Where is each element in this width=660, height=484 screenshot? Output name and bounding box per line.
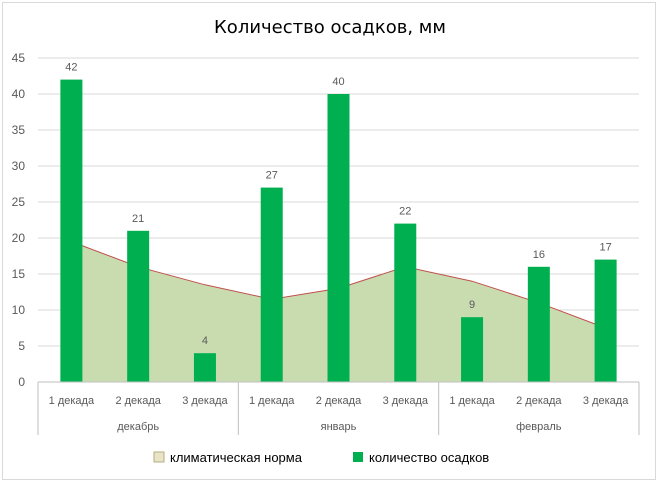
x-tick-label: 2 декада [115,395,161,407]
legend-swatch-precip [353,452,363,462]
legend: климатическая норма количество осадков [153,450,489,465]
legend-label-precip: количество осадков [369,450,489,465]
data-label: 40 [332,76,344,88]
x-axis: 1 декада 2 декада 3 декада 1 декада 2 декада… [37,381,640,435]
bar [461,317,484,382]
x-tick-label: 3 декада [383,395,429,407]
data-label: 17 [599,242,611,254]
y-tick-label: 25 [12,195,26,209]
bar [127,230,150,382]
group-label: январь [321,421,357,433]
y-tick-label: 45 [12,51,26,65]
x-tick-label: 2 декада [516,395,562,407]
bar [260,187,283,382]
y-tick-label: 5 [18,339,25,353]
data-label: 21 [132,213,144,225]
y-tick-label: 40 [12,87,26,101]
data-label: 9 [469,299,475,311]
bar [193,353,216,382]
x-tick-label: 3 декада [182,395,228,407]
x-tick-label: 1 декада [249,395,295,407]
group-label: февраль [516,421,562,433]
bar [594,259,617,382]
y-tick-label: 0 [18,375,25,389]
y-tick-label: 35 [12,123,26,137]
y-tick-label: 15 [12,267,26,281]
data-label: 42 [65,62,77,74]
data-label: 16 [533,249,545,261]
bars: 42 21 4 27 40 22 9 16 17 [60,62,617,382]
bar [327,94,350,382]
x-tick-label: 3 декада [583,395,629,407]
x-tick-label: 1 декада [449,395,495,407]
y-tick-label: 10 [12,303,26,317]
data-label: 22 [399,206,411,218]
x-tick-label: 2 декада [316,395,362,407]
y-tick-label: 20 [12,231,26,245]
legend-label-norm: климатическая норма [170,450,303,465]
group-label: декабрь [117,421,159,433]
bar [527,266,550,382]
legend-swatch-norm [153,451,165,463]
chart-title: Количество осадков, мм [214,17,446,38]
bar [60,79,83,382]
x-tick-label: 1 декада [49,395,95,407]
data-label: 4 [202,335,208,347]
y-tick-label: 30 [12,159,26,173]
bar [394,223,417,382]
y-axis: 0 5 10 15 20 25 30 35 40 45 [12,51,26,389]
data-label: 27 [266,170,278,182]
